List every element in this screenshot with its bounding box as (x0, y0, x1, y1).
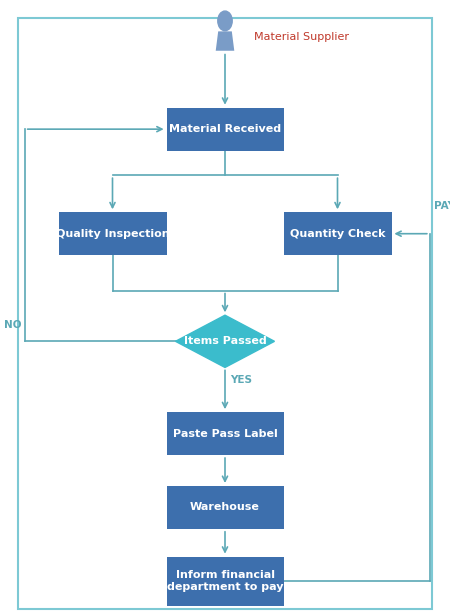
FancyBboxPatch shape (284, 212, 392, 255)
Text: Quantity Check: Quantity Check (290, 229, 385, 239)
Polygon shape (216, 31, 234, 50)
Text: Material Received: Material Received (169, 124, 281, 134)
Text: Inform financial
department to pay: Inform financial department to pay (167, 570, 283, 592)
FancyBboxPatch shape (166, 486, 284, 529)
Text: PAY: PAY (434, 201, 450, 211)
FancyBboxPatch shape (166, 557, 284, 606)
Text: YES: YES (230, 375, 252, 385)
Text: Paste Pass Label: Paste Pass Label (173, 429, 277, 438)
Text: Quality Inspection: Quality Inspection (56, 229, 169, 239)
Text: Warehouse: Warehouse (190, 502, 260, 512)
FancyBboxPatch shape (58, 212, 166, 255)
Polygon shape (176, 315, 274, 367)
Text: Items Passed: Items Passed (184, 336, 266, 346)
FancyBboxPatch shape (166, 412, 284, 455)
FancyBboxPatch shape (166, 108, 284, 151)
Circle shape (218, 11, 232, 31)
Text: NO: NO (4, 320, 21, 330)
Text: Material Supplier: Material Supplier (254, 32, 349, 42)
